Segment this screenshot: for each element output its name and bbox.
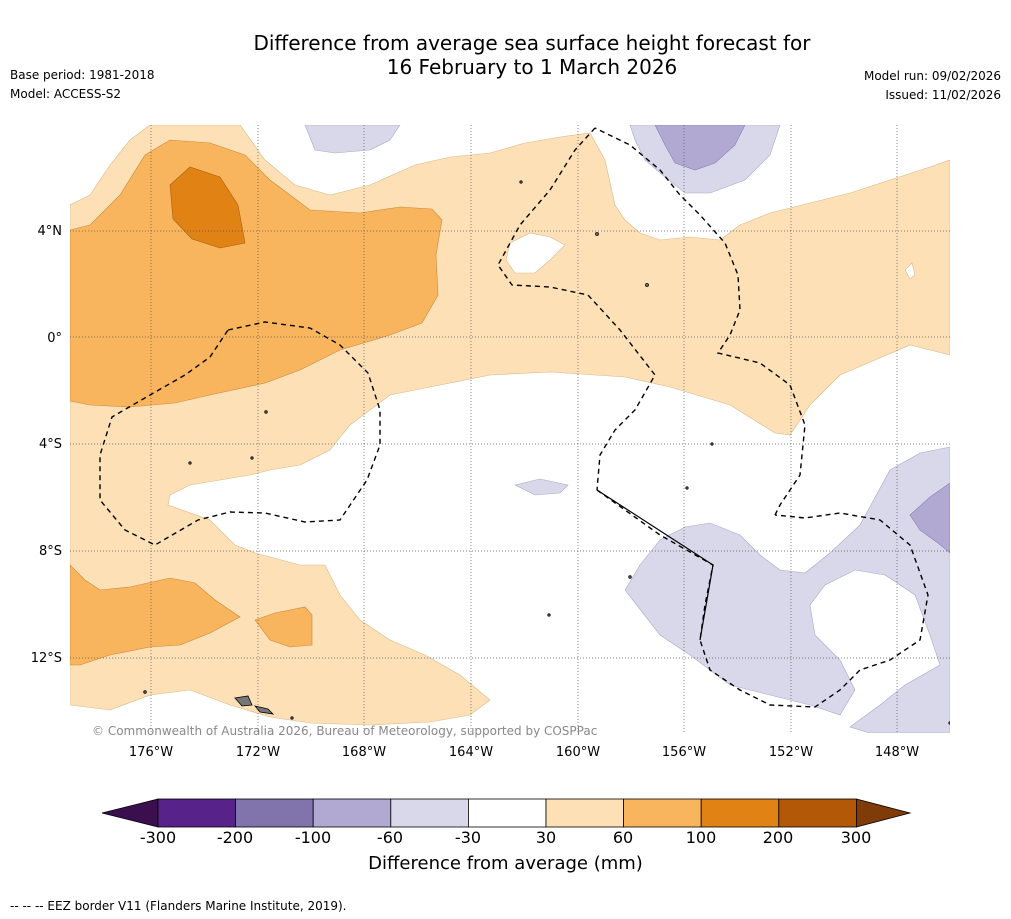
contour-60-100-south [70, 564, 241, 666]
lat-label-4s: 4°S [38, 437, 62, 452]
lon-label-168w: 168°W [341, 745, 387, 760]
contour-100-200-north [169, 166, 246, 249]
title-line-1: Difference from average sea surface heig… [253, 31, 811, 55]
colorbar [101, 798, 912, 828]
contour-neg-30-60-north [304, 125, 401, 154]
contour-neutral-patch [505, 232, 566, 274]
lon-label-160w: 160°W [555, 745, 601, 760]
lat-label-0: 0° [47, 331, 62, 346]
graticule [70, 125, 950, 733]
lon-label-152w: 152°W [768, 745, 814, 760]
islands [143, 180, 950, 725]
meta-right: Model run: 09/02/2026 Issued: 11/02/2026 [864, 67, 1001, 105]
colorbar-tick: -300 [139, 828, 177, 847]
colorbar-extend-low [101, 798, 159, 828]
colorbar-seg [545, 798, 624, 828]
copyright-notice: © Commonwealth of Australia 2026, Bureau… [92, 724, 598, 738]
contour-neg-60-100-north [654, 125, 746, 171]
map-title: Difference from average sea surface heig… [0, 31, 1011, 79]
base-period: Base period: 1981-2018 [10, 68, 155, 82]
colorbar-tick: 300 [840, 828, 872, 847]
colorbar-seg [235, 798, 314, 828]
contour-neg-30-60-southeast [624, 446, 950, 733]
sea-height-map [70, 125, 950, 733]
colorbar-tick: -100 [294, 828, 332, 847]
colorbar-seg [778, 798, 857, 828]
contour-60-100-north [70, 139, 443, 408]
contour-60-100-small [254, 606, 313, 648]
contour-neg-30-60-mid [514, 478, 569, 496]
colorbar-seg [467, 798, 547, 828]
meta-left: Base period: 1981-2018 Model: ACCESS-S2 [10, 66, 155, 104]
colorbar-seg [390, 798, 469, 828]
issued-date: Issued: 11/02/2026 [885, 88, 1001, 102]
colorbar-seg [312, 798, 392, 828]
contour-neutral-east [904, 262, 916, 280]
lon-label-172w: 172°W [235, 745, 281, 760]
lon-label-176w: 176°W [128, 745, 174, 760]
lat-label-4n: 4°N [37, 224, 63, 239]
lon-label-164w: 164°W [448, 745, 494, 760]
lat-label-12s: 12°S [30, 651, 62, 666]
colorbar-tick: -60 [376, 828, 404, 847]
colorbar-seg [700, 798, 780, 828]
eez-borders [99, 127, 929, 708]
lat-label-8s: 8°S [38, 544, 62, 559]
colorbar-tick: 30 [535, 828, 557, 847]
colorbar-tick: 60 [612, 828, 634, 847]
coastline [596, 489, 714, 641]
lon-label-148w: 148°W [874, 745, 920, 760]
model-run: Model run: 09/02/2026 [863, 69, 1001, 83]
colorbar-label: Difference from average (mm) [368, 853, 643, 874]
contour-neg-60-100-east [909, 482, 950, 554]
colorbar-tick: 200 [762, 828, 794, 847]
colorbar-tick: -200 [216, 828, 254, 847]
title-line-2: 16 February to 1 March 2026 [386, 55, 678, 79]
colorbar-extend-high [856, 798, 912, 828]
model-name: Model: ACCESS-S2 [10, 87, 122, 101]
colorbar-tick: -30 [454, 828, 482, 847]
colorbar-tick: 100 [685, 828, 717, 847]
eez-legend-note: -- -- -- EEZ border V11 (Flanders Marine… [10, 899, 347, 913]
lon-label-156w: 156°W [661, 745, 707, 760]
colorbar-seg [623, 798, 702, 828]
colorbar-seg [157, 798, 236, 828]
